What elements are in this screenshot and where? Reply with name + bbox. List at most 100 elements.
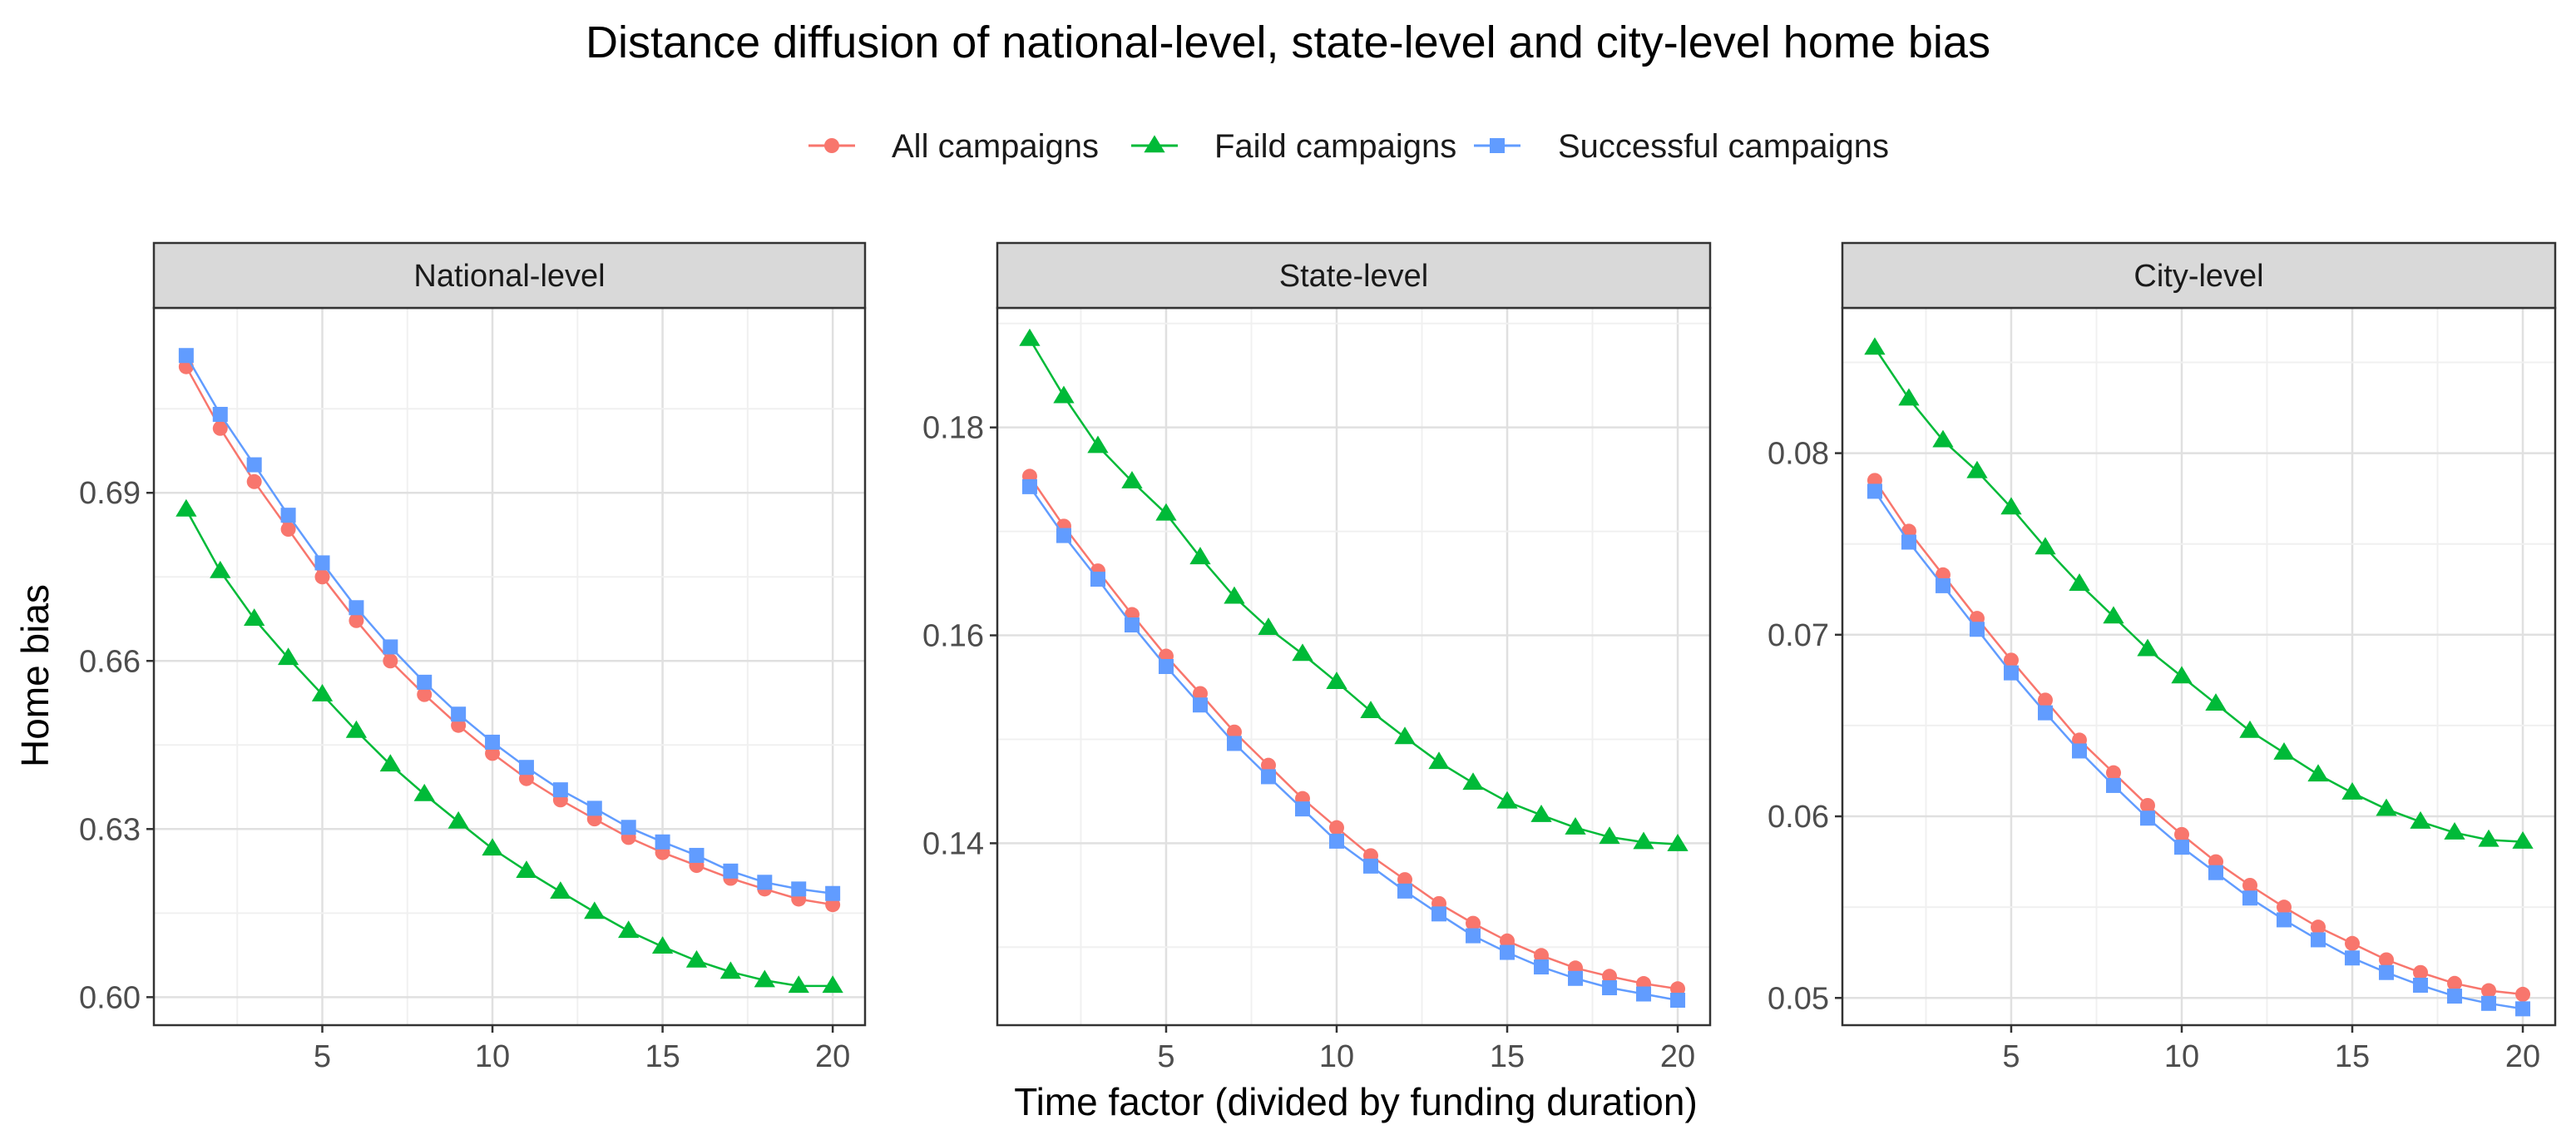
data-point xyxy=(1969,622,1985,637)
x-tick-label: 5 xyxy=(2002,1039,2020,1074)
y-tick-label: 0.66 xyxy=(79,644,141,679)
data-point xyxy=(685,949,708,968)
data-point xyxy=(2139,797,2155,813)
data-point xyxy=(2515,986,2531,1002)
panel-national-level: National-level 0.60 0.63 0.66 0.69 5 10 15 20 xyxy=(79,241,867,1074)
data-point xyxy=(1397,883,1413,899)
data-point xyxy=(1056,528,1071,543)
data-point xyxy=(1864,337,1886,355)
data-point xyxy=(311,684,334,701)
data-point xyxy=(1462,772,1484,791)
y-tick-label: 0.60 xyxy=(79,980,141,1015)
y-axis-title: Home bias xyxy=(13,584,57,767)
data-point xyxy=(1633,831,1654,850)
x-tick-label: 20 xyxy=(1660,1039,1695,1074)
data-point xyxy=(2481,995,2497,1011)
data-point xyxy=(1292,643,1313,662)
legend-key-marker xyxy=(1490,138,1505,153)
data-point xyxy=(1534,948,1550,964)
data-point xyxy=(2105,777,2121,793)
data-point xyxy=(2205,693,2227,711)
data-point xyxy=(1226,724,1242,740)
data-point xyxy=(1019,328,1041,346)
data-point xyxy=(2239,720,2261,738)
data-point xyxy=(417,686,433,702)
series-faild-campaigns xyxy=(1864,337,2534,849)
facet-strip: City-level xyxy=(1841,241,2557,310)
data-point xyxy=(2413,977,2429,993)
data-point xyxy=(825,885,841,901)
data-point xyxy=(1121,470,1143,488)
y-axis: 0.60 0.63 0.66 0.69 xyxy=(79,476,154,1015)
data-point xyxy=(2137,638,2158,657)
x-axis: 5 10 15 20 xyxy=(2002,1025,2540,1074)
data-point xyxy=(345,720,368,738)
data-point xyxy=(1192,697,1208,713)
data-point xyxy=(719,961,742,979)
data-point xyxy=(447,810,469,829)
data-point xyxy=(516,860,537,879)
x-tick-label: 10 xyxy=(2164,1039,2199,1074)
data-point xyxy=(1090,572,1105,587)
data-point xyxy=(2413,964,2429,980)
data-point xyxy=(1898,388,1920,406)
strip-label: National-level xyxy=(413,259,605,294)
data-point xyxy=(2103,606,2124,624)
data-point xyxy=(2277,912,2292,928)
data-point xyxy=(1428,751,1450,770)
data-point xyxy=(2069,573,2090,591)
data-point xyxy=(621,820,636,835)
data-point xyxy=(1500,944,1515,960)
data-point xyxy=(788,975,809,994)
data-point xyxy=(383,653,398,669)
x-axis: 5 10 15 20 xyxy=(314,1025,850,1074)
legend-key-marker xyxy=(1144,135,1165,153)
strip-label: City-level xyxy=(2133,259,2263,294)
data-point xyxy=(754,969,775,988)
data-point xyxy=(1932,429,1954,448)
legend-label: Faild campaigns xyxy=(1214,128,1456,165)
data-point xyxy=(1397,872,1413,888)
data-point xyxy=(280,508,296,523)
data-point xyxy=(212,406,228,422)
strip-background xyxy=(152,241,867,310)
data-point xyxy=(1565,816,1586,835)
data-point xyxy=(2307,764,2329,782)
x-tick-label: 5 xyxy=(314,1039,331,1074)
y-tick-label: 0.16 xyxy=(922,619,984,654)
data-point xyxy=(1602,969,1618,984)
data-point xyxy=(2410,810,2431,829)
data-point xyxy=(2273,742,2295,760)
y-axis: 0.14 0.16 0.18 xyxy=(922,411,997,861)
x-tick-label: 5 xyxy=(1157,1039,1174,1074)
data-point xyxy=(349,612,364,628)
legend-key-marker xyxy=(824,138,839,153)
data-point xyxy=(1466,915,1481,931)
data-point xyxy=(2512,830,2534,849)
data-point xyxy=(379,754,401,772)
legend-item-successful-campaigns: Successful campaigns xyxy=(1474,128,1889,165)
data-point xyxy=(1466,928,1481,944)
data-point xyxy=(1328,820,1344,835)
data-point xyxy=(349,600,364,616)
x-tick-label: 15 xyxy=(1490,1039,1525,1074)
data-point xyxy=(1258,617,1279,636)
y-tick-label: 0.14 xyxy=(922,826,984,861)
data-point xyxy=(1328,833,1344,849)
data-point xyxy=(1670,993,1686,1009)
x-tick-label: 20 xyxy=(815,1039,850,1074)
data-point xyxy=(518,760,534,776)
data-point xyxy=(1260,769,1276,785)
data-point xyxy=(314,569,330,585)
data-point xyxy=(1636,986,1652,1002)
data-point xyxy=(1966,460,1988,478)
data-point xyxy=(2208,865,2224,880)
y-tick-label: 0.05 xyxy=(1768,981,1829,1016)
data-point xyxy=(1599,826,1620,845)
data-point xyxy=(822,975,843,994)
data-point xyxy=(2000,497,2022,515)
data-point xyxy=(550,881,571,899)
data-point xyxy=(2003,652,2019,668)
data-point xyxy=(178,348,194,364)
strip-background xyxy=(996,241,1712,310)
